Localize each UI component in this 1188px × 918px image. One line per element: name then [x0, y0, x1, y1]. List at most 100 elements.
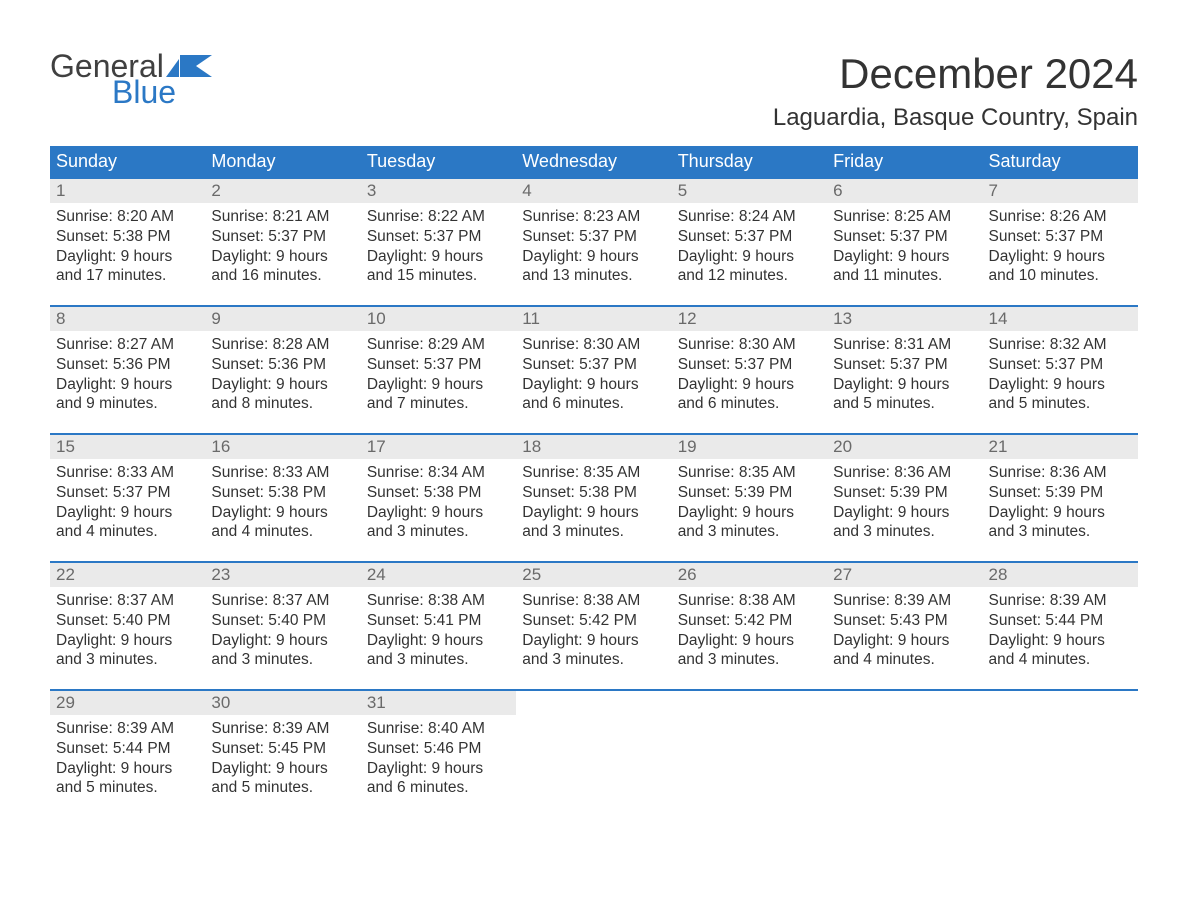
sunrise-line: Sunrise: 8:36 AM — [833, 463, 976, 483]
sunset-line: Sunset: 5:37 PM — [367, 227, 510, 247]
daylight-line: Daylight: 9 hours and 3 minutes. — [367, 631, 510, 671]
sunset-line: Sunset: 5:36 PM — [211, 355, 354, 375]
calendar-day-cell: 12Sunrise: 8:30 AMSunset: 5:37 PMDayligh… — [672, 306, 827, 434]
daylight-line: Daylight: 9 hours and 12 minutes. — [678, 247, 821, 287]
sunset-line: Sunset: 5:41 PM — [367, 611, 510, 631]
day-number: 6 — [827, 179, 982, 203]
daylight-line: Daylight: 9 hours and 5 minutes. — [989, 375, 1132, 415]
sunset-line: Sunset: 5:45 PM — [211, 739, 354, 759]
day-number: 9 — [205, 307, 360, 331]
sunrise-line: Sunrise: 8:36 AM — [989, 463, 1132, 483]
calendar-day-cell: 16Sunrise: 8:33 AMSunset: 5:38 PMDayligh… — [205, 434, 360, 562]
day-header: Monday — [205, 146, 360, 178]
calendar-day-cell: 5Sunrise: 8:24 AMSunset: 5:37 PMDaylight… — [672, 178, 827, 306]
sunrise-line: Sunrise: 8:31 AM — [833, 335, 976, 355]
calendar-day-cell: 11Sunrise: 8:30 AMSunset: 5:37 PMDayligh… — [516, 306, 671, 434]
daylight-line: Daylight: 9 hours and 3 minutes. — [678, 503, 821, 543]
sunrise-line: Sunrise: 8:34 AM — [367, 463, 510, 483]
calendar-day-cell: 9Sunrise: 8:28 AMSunset: 5:36 PMDaylight… — [205, 306, 360, 434]
sunset-line: Sunset: 5:37 PM — [989, 227, 1132, 247]
calendar-week-row: 1Sunrise: 8:20 AMSunset: 5:38 PMDaylight… — [50, 178, 1138, 306]
day-header: Tuesday — [361, 146, 516, 178]
daylight-line: Daylight: 9 hours and 5 minutes. — [56, 759, 199, 799]
day-number: 11 — [516, 307, 671, 331]
location-subtitle: Laguardia, Basque Country, Spain — [773, 104, 1138, 132]
day-number: 20 — [827, 435, 982, 459]
sunset-line: Sunset: 5:42 PM — [522, 611, 665, 631]
sunset-line: Sunset: 5:44 PM — [56, 739, 199, 759]
day-number: 1 — [50, 179, 205, 203]
calendar-day-cell: 24 Sunrise: 8:38 AMSunset: 5:41 PMDayligh… — [361, 562, 516, 690]
sunset-line: Sunset: 5:39 PM — [678, 483, 821, 503]
title-block: December 2024 Laguardia, Basque Country,… — [773, 50, 1138, 132]
daylight-line: Daylight: 9 hours and 5 minutes. — [833, 375, 976, 415]
calendar-day-cell: 22Sunrise: 8:37 AMSunset: 5:40 PMDayligh… — [50, 562, 205, 690]
day-details: Sunrise: 8:28 AMSunset: 5:36 PMDaylight:… — [205, 331, 360, 420]
calendar-day-cell: 17Sunrise: 8:34 AMSunset: 5:38 PMDayligh… — [361, 434, 516, 562]
day-details: Sunrise: 8:32 AMSunset: 5:37 PMDaylight:… — [983, 331, 1138, 420]
sunset-line: Sunset: 5:46 PM — [367, 739, 510, 759]
sunrise-line: Sunrise: 8:39 AM — [833, 591, 976, 611]
day-number: 24 — [361, 563, 516, 587]
sunrise-line: Sunrise: 8:33 AM — [56, 463, 199, 483]
day-number: 15 — [50, 435, 205, 459]
sunrise-line: Sunrise: 8:38 AM — [367, 591, 510, 611]
day-number: 3 — [361, 179, 516, 203]
day-number: 18 — [516, 435, 671, 459]
sunset-line: Sunset: 5:40 PM — [211, 611, 354, 631]
day-number: 19 — [672, 435, 827, 459]
day-header: Friday — [827, 146, 982, 178]
day-number: 28 — [983, 563, 1138, 587]
daylight-line: Daylight: 9 hours and 4 minutes. — [56, 503, 199, 543]
sunset-line: Sunset: 5:43 PM — [833, 611, 976, 631]
day-header: Saturday — [983, 146, 1138, 178]
sunset-line: Sunset: 5:37 PM — [678, 227, 821, 247]
day-details: Sunrise: 8:37 AMSunset: 5:40 PMDaylight:… — [50, 587, 205, 676]
sunset-line: Sunset: 5:37 PM — [522, 227, 665, 247]
calendar-day-cell: 13Sunrise: 8:31 AMSunset: 5:37 PMDayligh… — [827, 306, 982, 434]
daylight-line: Daylight: 9 hours and 3 minutes. — [211, 631, 354, 671]
sunrise-line: Sunrise: 8:40 AM — [367, 719, 510, 739]
sunset-line: Sunset: 5:39 PM — [833, 483, 976, 503]
sunset-line: Sunset: 5:36 PM — [56, 355, 199, 375]
sunrise-line: Sunrise: 8:30 AM — [678, 335, 821, 355]
sunrise-line: Sunrise: 8:21 AM — [211, 207, 354, 227]
calendar-day-cell: 23Sunrise: 8:37 AMSunset: 5:40 PMDayligh… — [205, 562, 360, 690]
day-details: Sunrise: 8:22 AMSunset: 5:37 PMDaylight:… — [361, 203, 516, 292]
day-number: 7 — [983, 179, 1138, 203]
sunrise-line: Sunrise: 8:39 AM — [211, 719, 354, 739]
day-number: 31 — [361, 691, 516, 715]
calendar-day-cell: 10Sunrise: 8:29 AMSunset: 5:37 PMDayligh… — [361, 306, 516, 434]
daylight-line: Daylight: 9 hours and 3 minutes. — [522, 503, 665, 543]
page-header: General Blue December 2024 Laguardia, Ba… — [50, 50, 1138, 132]
calendar-week-row: 15Sunrise: 8:33 AMSunset: 5:37 PMDayligh… — [50, 434, 1138, 562]
calendar-day-cell: 8Sunrise: 8:27 AMSunset: 5:36 PMDaylight… — [50, 306, 205, 434]
day-details: Sunrise: 8:30 AMSunset: 5:37 PMDaylight:… — [672, 331, 827, 420]
sunset-line: Sunset: 5:38 PM — [367, 483, 510, 503]
day-number: 22 — [50, 563, 205, 587]
day-number: 2 — [205, 179, 360, 203]
calendar-day-cell: 1Sunrise: 8:20 AMSunset: 5:38 PMDaylight… — [50, 178, 205, 306]
daylight-line: Daylight: 9 hours and 13 minutes. — [522, 247, 665, 287]
day-header-row: SundayMondayTuesdayWednesdayThursdayFrid… — [50, 146, 1138, 178]
sunrise-line: Sunrise: 8:35 AM — [678, 463, 821, 483]
daylight-line: Daylight: 9 hours and 11 minutes. — [833, 247, 976, 287]
calendar-day-cell — [983, 690, 1138, 818]
sunset-line: Sunset: 5:38 PM — [211, 483, 354, 503]
daylight-line: Daylight: 9 hours and 3 minutes. — [678, 631, 821, 671]
sunrise-line: Sunrise: 8:37 AM — [56, 591, 199, 611]
sunset-line: Sunset: 5:42 PM — [678, 611, 821, 631]
sunset-line: Sunset: 5:37 PM — [833, 227, 976, 247]
sunrise-line: Sunrise: 8:29 AM — [367, 335, 510, 355]
calendar-day-cell: 25Sunrise: 8:38 AMSunset: 5:42 PMDayligh… — [516, 562, 671, 690]
day-number: 17 — [361, 435, 516, 459]
sunset-line: Sunset: 5:44 PM — [989, 611, 1132, 631]
sunset-line: Sunset: 5:37 PM — [367, 355, 510, 375]
day-details: Sunrise: 8:35 AMSunset: 5:39 PMDaylight:… — [672, 459, 827, 548]
day-number: 26 — [672, 563, 827, 587]
daylight-line: Daylight: 9 hours and 3 minutes. — [833, 503, 976, 543]
day-header: Thursday — [672, 146, 827, 178]
day-number: 14 — [983, 307, 1138, 331]
day-number: 29 — [50, 691, 205, 715]
day-number: 25 — [516, 563, 671, 587]
